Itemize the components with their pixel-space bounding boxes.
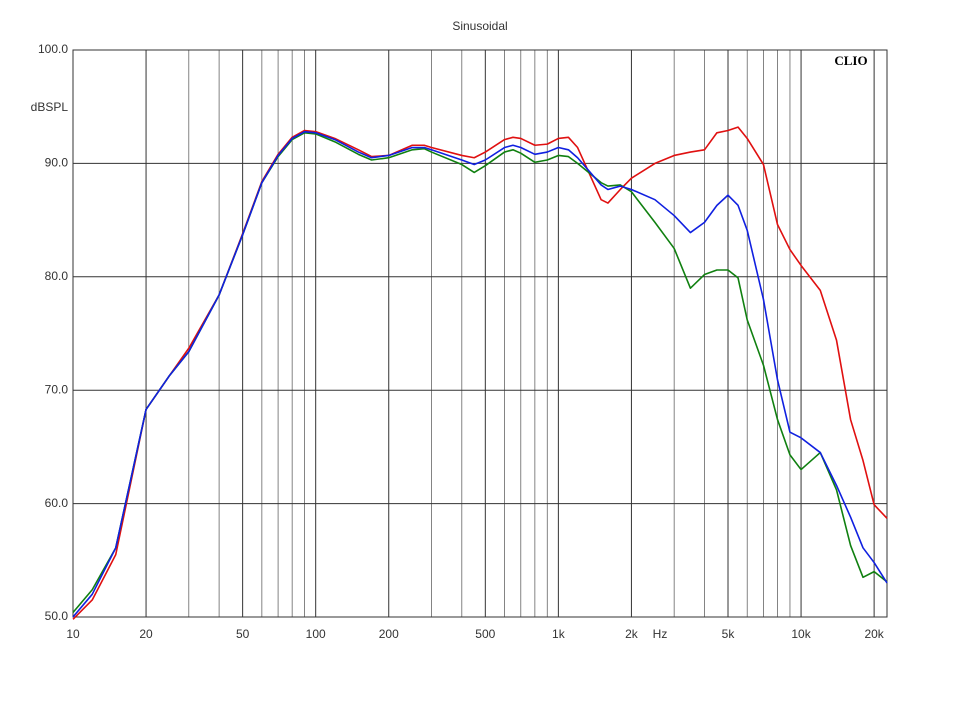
x-tick-label: 100 [306, 627, 326, 641]
plot-frame [72, 49, 888, 618]
x-tick-label: 200 [379, 627, 399, 641]
x-tick-label: 500 [475, 627, 495, 641]
x-tick-label: 20 [139, 627, 153, 641]
chart-title: Sinusoidal [452, 19, 507, 33]
y-tick-label: 100.0 [38, 42, 68, 56]
y-tick-label: 70.0 [45, 382, 69, 396]
y-tick-label: 50.0 [45, 609, 69, 623]
x-tick-label: 10 [66, 627, 80, 641]
y-axis-label: dBSPL [31, 100, 69, 114]
x-unit-label: Hz [653, 627, 668, 641]
y-tick-label: 60.0 [45, 496, 69, 510]
x-tick-label: 10k [791, 627, 811, 641]
x-tick-label: 2k [625, 627, 639, 641]
y-tick-label: 90.0 [45, 156, 69, 170]
watermark: CLIO [834, 53, 867, 68]
series-line [72, 131, 888, 613]
x-tick-label: 5k [722, 627, 736, 641]
series-line [72, 130, 888, 618]
y-tick-label: 80.0 [45, 269, 69, 283]
x-tick-label: 20k [864, 627, 884, 641]
x-tick-label: 1k [552, 627, 566, 641]
x-tick-label: 50 [236, 627, 250, 641]
